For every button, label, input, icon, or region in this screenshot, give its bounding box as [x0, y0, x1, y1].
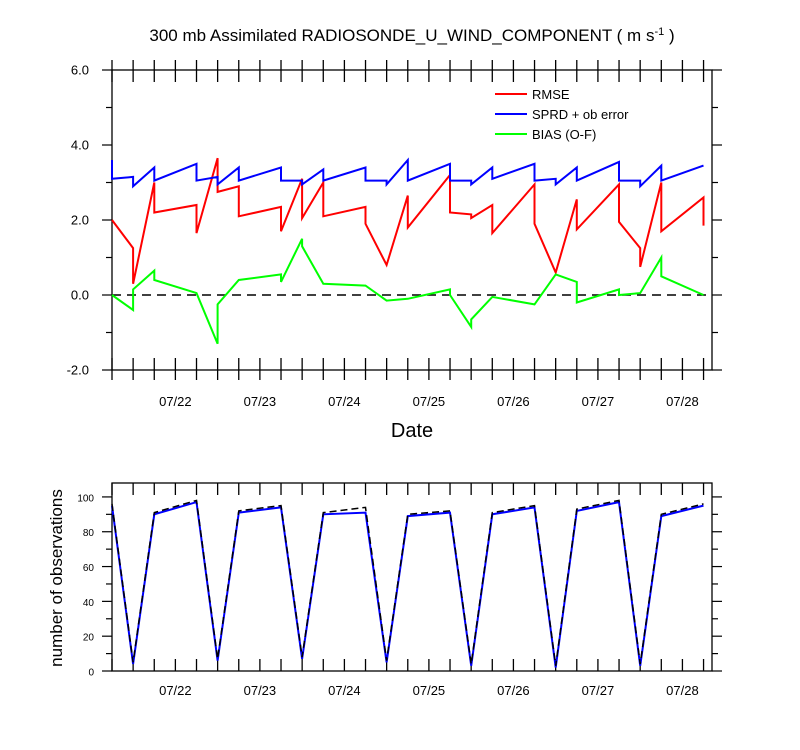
- y-tick-label: 100: [77, 493, 94, 504]
- top-plot-panel: 07/22 07/23 07/24 07/25 07/26 07/27 07/28 -2.0 0…: [67, 60, 722, 409]
- x-tick-label: 07/27: [582, 683, 615, 698]
- y-tick-label: 60: [83, 563, 95, 574]
- y-tick-label: 20: [83, 633, 95, 644]
- y-axis-label-observations: number of observations: [47, 489, 66, 667]
- x-tick-label: 07/24: [328, 683, 361, 698]
- legend-label: RMSE: [532, 87, 570, 102]
- x-tick-label: 07/26: [497, 394, 530, 409]
- y-tick-label: 4.0: [71, 138, 89, 153]
- y-tick-label: 2.0: [71, 213, 89, 228]
- x-tick-label: 07/22: [159, 394, 192, 409]
- x-tick-label: 07/22: [159, 683, 192, 698]
- x-tick-label: 07/23: [244, 683, 277, 698]
- x-tick-label: 07/28: [666, 683, 699, 698]
- x-tick-label: 07/25: [413, 394, 446, 409]
- series-line-bias-o-f: [111, 238, 704, 345]
- plot-frame: [111, 482, 713, 672]
- y-tick-label: 6.0: [71, 63, 89, 78]
- y-tick-label: 80: [83, 528, 95, 539]
- legend-label: BIAS (O-F): [532, 127, 596, 142]
- series-line-assimilated: [111, 500, 704, 668]
- x-tick-label: 07/26: [497, 683, 530, 698]
- y-tick-label: 0.0: [71, 288, 89, 303]
- x-tick-label: 07/28: [666, 394, 699, 409]
- bottom-plot-panel: 07/22 07/23 07/24 07/25 07/26 07/27 07/28 0 20 40…: [77, 482, 722, 698]
- chart-title: 300 mb Assimilated RADIOSONDE_U_WIND_COM…: [149, 26, 674, 45]
- x-axis-label: Date: [391, 420, 433, 442]
- series-line-rmse: [111, 157, 705, 285]
- y-tick-label: 0: [88, 668, 94, 679]
- x-tick-label: 07/27: [582, 394, 615, 409]
- x-tick-label: 07/25: [413, 683, 446, 698]
- y-tick-label: 40: [83, 598, 95, 609]
- series-line-total: [111, 499, 704, 666]
- x-tick-label: 07/23: [244, 394, 277, 409]
- y-tick-label: -2.0: [67, 363, 89, 378]
- legend-label: SPRD + ob error: [532, 107, 629, 122]
- series-line-sprd-ob-error: [111, 157, 704, 189]
- x-tick-label: 07/24: [328, 394, 361, 409]
